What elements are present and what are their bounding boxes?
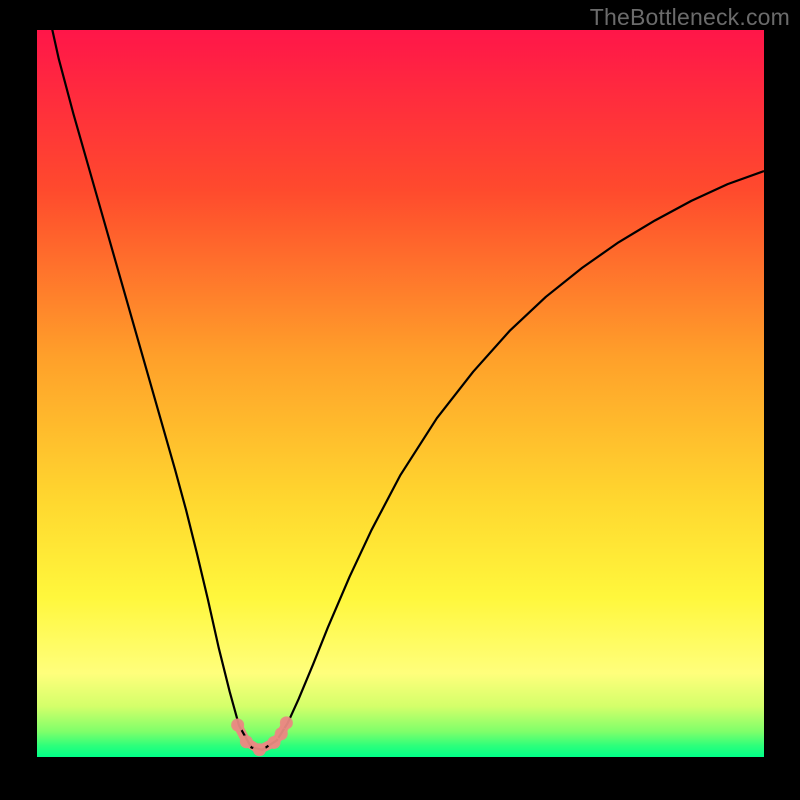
heel-marker	[280, 716, 293, 729]
heel-marker	[231, 719, 244, 732]
gradient-background	[37, 30, 764, 757]
heel-marker	[253, 743, 266, 756]
chart-stage: TheBottleneck.com	[0, 0, 800, 800]
bottleneck-chart-svg	[0, 0, 800, 800]
heel-marker	[240, 735, 253, 748]
watermark-text: TheBottleneck.com	[590, 4, 790, 31]
